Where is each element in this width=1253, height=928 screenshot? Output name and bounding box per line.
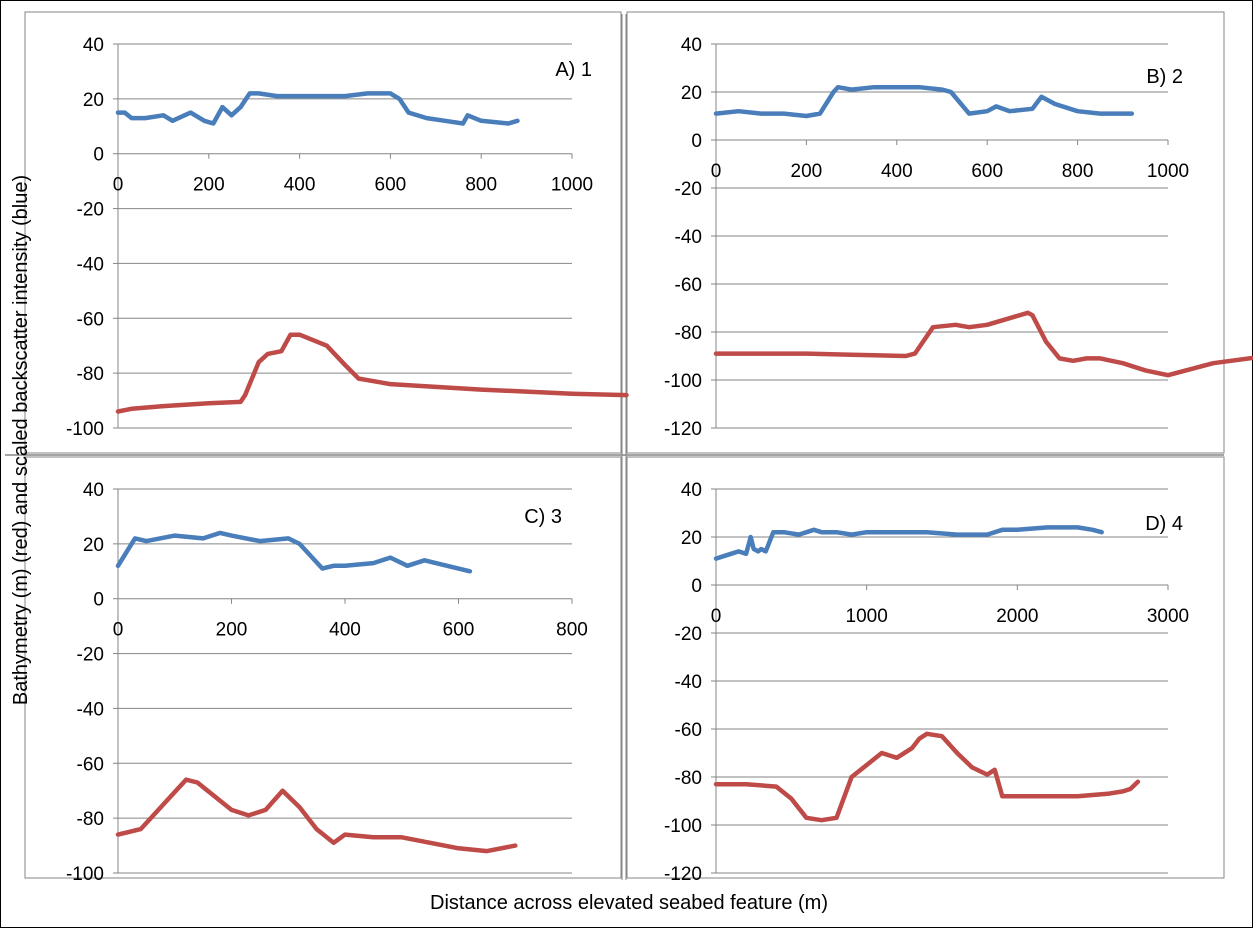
x-tick-label: 600 xyxy=(443,620,475,641)
y-tick-label: -100 xyxy=(66,864,104,885)
bathymetry-series-line xyxy=(713,310,1253,378)
x-tick-label: 800 xyxy=(556,620,588,641)
panel-label: C) 3 xyxy=(524,506,562,528)
y-tick-label: 20 xyxy=(83,90,104,111)
x-tick-label: 400 xyxy=(881,161,913,182)
xlabel-background xyxy=(312,880,946,920)
y-tick-label: -20 xyxy=(675,624,702,645)
y-tick-label: -100 xyxy=(664,371,702,392)
y-tick-label: 0 xyxy=(691,131,702,152)
chart-panel-d: 40 20 0 -20 -40 -60 -80 -100 -120 0 1000 2000 3000 D)… xyxy=(664,480,1189,885)
y-tick-label: -80 xyxy=(77,809,104,830)
y-tick-label: 20 xyxy=(681,528,702,549)
y-tick-label: -40 xyxy=(675,227,702,248)
y-axis-title: Bathymetry (m) (red) and scaled backscat… xyxy=(10,175,32,705)
x-tick-label: 0 xyxy=(113,175,124,196)
panel-label: B) 2 xyxy=(1146,66,1183,88)
y-tick-label: -60 xyxy=(675,275,702,296)
backscatter-series-line xyxy=(713,84,1135,119)
y-tick-label: 40 xyxy=(681,480,702,501)
x-tick-label: 1000 xyxy=(551,175,593,196)
bathymetry-series-line xyxy=(115,777,518,854)
x-tick-label: 0 xyxy=(711,606,722,627)
x-tick-label: 0 xyxy=(113,620,124,641)
y-tick-label: -60 xyxy=(77,309,104,330)
y-tick-label: -80 xyxy=(77,364,104,385)
y-tick-label: 0 xyxy=(93,145,104,166)
y-tick-label: -20 xyxy=(675,179,702,200)
panel-label: D) 4 xyxy=(1145,513,1183,535)
x-tick-label: 600 xyxy=(375,175,407,196)
y-tick-label: 20 xyxy=(681,83,702,104)
panel-frame-a xyxy=(24,11,622,454)
y-tick-label: -20 xyxy=(77,645,104,666)
y-tick-label: -80 xyxy=(675,323,702,344)
panel-frame-b xyxy=(626,11,1225,454)
y-tick-label: -60 xyxy=(675,720,702,741)
x-tick-label: 0 xyxy=(711,161,722,182)
x-tick-label: 600 xyxy=(971,161,1003,182)
x-axis-title: Distance across elevated seabed feature … xyxy=(430,892,828,914)
panel-frame-c xyxy=(24,456,622,879)
x-tick-label: 1000 xyxy=(1147,161,1189,182)
y-tick-label: 0 xyxy=(691,576,702,597)
x-tick-label: 400 xyxy=(284,175,316,196)
y-tick-label: -100 xyxy=(664,816,702,837)
x-tick-label: 400 xyxy=(329,620,361,641)
backscatter-series-line xyxy=(115,91,520,126)
y-tick-label: 0 xyxy=(93,590,104,611)
x-tick-label: 800 xyxy=(1062,161,1094,182)
y-tick-label: -40 xyxy=(77,699,104,720)
x-tick-label: 200 xyxy=(216,620,248,641)
backscatter-series-line xyxy=(115,530,473,574)
y-tick-label: -40 xyxy=(675,672,702,693)
y-tick-label: 40 xyxy=(83,35,104,56)
x-tick-label: 1000 xyxy=(846,606,888,627)
x-tick-label: 200 xyxy=(193,175,225,196)
y-tick-label: -120 xyxy=(664,419,702,440)
y-tick-label: 20 xyxy=(83,535,104,556)
x-tick-label: 3000 xyxy=(1147,606,1189,627)
y-tick-label: 40 xyxy=(83,480,104,501)
panel-frame-d xyxy=(626,456,1225,879)
y-tick-label: -60 xyxy=(77,754,104,775)
x-tick-label: 200 xyxy=(791,161,823,182)
x-tick-label: 2000 xyxy=(996,606,1038,627)
bathymetry-series-line xyxy=(115,332,629,414)
panel-label: A) 1 xyxy=(555,59,592,81)
backscatter-series-line xyxy=(713,525,1104,561)
y-tick-label: -80 xyxy=(675,768,702,789)
y-tick-label: -100 xyxy=(66,419,104,440)
x-tick-label: 800 xyxy=(465,175,497,196)
y-tick-label: 40 xyxy=(681,35,702,56)
bathymetry-series-line xyxy=(713,731,1141,823)
y-tick-label: -20 xyxy=(77,200,104,221)
y-tick-label: -120 xyxy=(664,864,702,885)
y-tick-label: -40 xyxy=(77,254,104,275)
